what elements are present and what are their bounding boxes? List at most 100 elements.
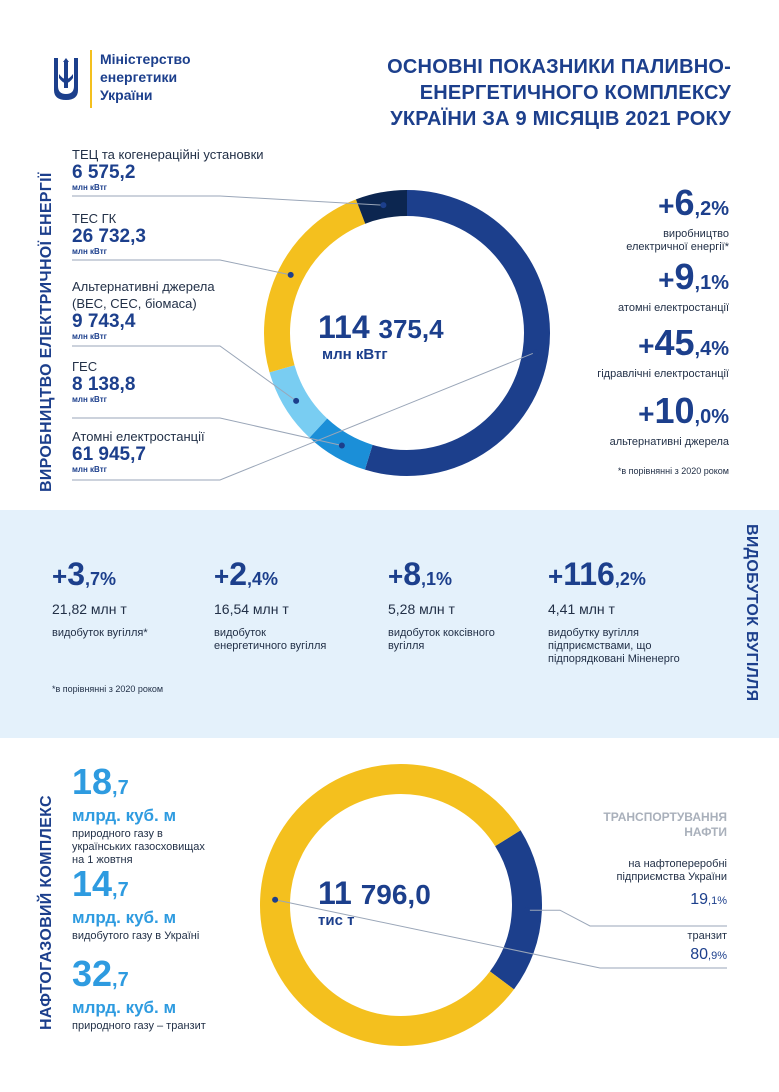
oil-integer: 80 (690, 946, 709, 963)
electricity-section-label: ВИРОБНИЦТВО ЕЛЕКТРИЧНОЇ ЕНЕРГІЇ (38, 172, 55, 492)
coal-label: вугілля (388, 640, 425, 652)
ministry-line: України (100, 87, 153, 103)
oil-label: транзит (687, 930, 727, 942)
oil-title-line: ТРАНСПОРТУВАННЯ (603, 810, 727, 824)
source-value: 8 138,8 (72, 374, 136, 395)
source-name: ТЕС ГК (72, 211, 117, 226)
total-unit: млн кВтг (322, 346, 388, 363)
coal-plus: + (52, 561, 68, 591)
gas-storage: 18,7 млрд. куб. м природного газу в укра… (72, 764, 205, 867)
slice-hydro (309, 418, 373, 470)
coal-integer: 116 (563, 556, 615, 592)
coal-section-background (0, 510, 779, 738)
oil-refinery: на нафтопереробні підприємства України 1… (617, 858, 727, 911)
growth-label: виробництво (663, 228, 729, 240)
slice-refinery (489, 830, 542, 990)
coal-item-energy: +2,4% 16,54 млн т видобуток енергетичног… (214, 556, 384, 653)
source-name: ТЕЦ та когенераційні установки (72, 147, 264, 162)
coal-value: 21,82 млн т (52, 601, 127, 617)
coal-item-total: +3,7% 21,82 млн т видобуток вугілля* (52, 556, 222, 640)
gas-transit: 32,7 млрд. куб. м природного газу – тран… (72, 956, 206, 1033)
coal-section-label: ВИДОБУТОК ВУГІЛЛЯ (743, 524, 760, 702)
growth-label: атомні електростанції (618, 302, 729, 314)
ministry-line: Міністерство (100, 51, 191, 67)
source-value: 6 575,2 (72, 162, 136, 183)
footnote: *в порівнянні з 2020 роком (52, 684, 164, 694)
growth-fraction: ,1% (694, 272, 729, 294)
coal-integer: 3 (67, 556, 85, 592)
oil-transit: транзит 80,9% (687, 930, 727, 966)
total-unit: тис т (318, 912, 355, 929)
source-unit: млн кВтг (72, 183, 107, 192)
source-unit: млн кВтг (72, 465, 107, 474)
growth-label: альтернативні джерела (609, 436, 729, 448)
footnote: *в порівнянні з 2020 роком (617, 466, 729, 476)
growth-hydro: +45,4% гідравлічні електростанції (597, 324, 729, 381)
source-tes: ТЕС ГК 26 732,3 млн кВтг (72, 210, 146, 257)
source-unit: млн кВтг (72, 247, 107, 256)
growth-integer: 9 (674, 256, 695, 297)
gas-label: українських газосховищах (72, 841, 205, 853)
source-hydro: ГЕС 8 138,8 млн кВтг (72, 358, 135, 405)
source-value: 61 945,7 (72, 444, 146, 465)
leader-line (72, 259, 291, 276)
coal-label: видобуток (214, 627, 266, 639)
gas-production: 14,7 млрд. куб. м видобутого газу в Укра… (72, 866, 199, 943)
growth-fraction: ,4% (694, 338, 729, 360)
slice-tec (355, 190, 408, 224)
ministry-line: енергетики (100, 69, 178, 85)
source-tec: ТЕЦ та когенераційні установки 6 575,2 м… (72, 146, 264, 193)
slice-alternative (269, 364, 328, 438)
oilgas-section-label: НАФТОГАЗОВИЙ КОМПЛЕКС (38, 795, 55, 1030)
growth-plus: + (658, 264, 675, 295)
growth-integer: 10 (654, 390, 695, 431)
coal-fraction: ,1% (420, 569, 453, 589)
title-line: ОСНОВНІ ПОКАЗНИКИ ПАЛИВНО- (387, 56, 731, 78)
coal-integer: 8 (403, 556, 421, 592)
oil-label: підприємства України (616, 871, 727, 883)
source-unit: млн кВтг (72, 395, 107, 404)
growth-integer: 45 (654, 322, 695, 363)
growth-nuclear: +9,1% атомні електростанції (618, 258, 729, 315)
gas-unit: млрд. куб. м (72, 806, 177, 825)
coal-fraction: ,2% (614, 569, 646, 589)
gas-integer: 32 (72, 953, 113, 994)
source-nuclear: Атомні електростанції 61 945,7 млн кВтг (72, 428, 205, 475)
gas-unit: млрд. куб. м (72, 998, 177, 1017)
growth-alternative: +10,0% альтернативні джерела (610, 392, 729, 449)
oil-total: 11 796,0 тис т (318, 876, 431, 929)
coal-label: підпорядковані Міненерго (548, 653, 680, 665)
total-integer: 114 (318, 309, 370, 345)
source-value: 9 743,4 (72, 311, 136, 332)
coal-plus: + (548, 561, 564, 591)
growth-label: електричної енергії* (626, 241, 729, 253)
coal-label: видобуток коксівного (388, 627, 495, 639)
source-name: Атомні електростанції (72, 429, 205, 444)
oil-title-line: НАФТИ (684, 825, 727, 839)
page-title: ОСНОВНІ ПОКАЗНИКИ ПАЛИВНО- ЕНЕРГЕТИЧНОГО… (301, 54, 731, 132)
logo-divider (90, 50, 92, 108)
coal-label: видобуток вугілля* (52, 627, 148, 639)
coal-value: 4,41 млн т (548, 601, 615, 617)
coal-value: 5,28 млн т (388, 601, 455, 617)
trident-emblem-icon (54, 58, 78, 100)
gas-unit: млрд. куб. м (72, 908, 177, 927)
coal-item-coking: +8,1% 5,28 млн т видобуток коксівного ву… (388, 556, 558, 653)
gas-label: природного газу – транзит (72, 1020, 206, 1032)
source-name-detail: (ВЕС, СЕС, біомаса) (72, 296, 197, 311)
gas-label: видобутого газу в Україні (72, 930, 200, 942)
oil-fraction: ,9% (708, 950, 727, 962)
coal-integer: 2 (229, 556, 247, 592)
coal-value: 16,54 млн т (214, 601, 289, 617)
total-fraction: 375,4 (378, 314, 444, 344)
oil-fraction: ,1% (708, 895, 727, 907)
coal-label: видобутку вугілля (548, 627, 639, 639)
coal-label: енергетичного вугілля (214, 640, 327, 652)
gas-integer: 14 (72, 863, 113, 904)
gas-integer: 18 (72, 761, 113, 802)
growth-plus: + (638, 330, 655, 361)
title-line: УКРАЇНИ ЗА 9 МІСЯЦІВ 2021 РОКУ (390, 108, 731, 130)
growth-label: гідравлічні електростанції (597, 368, 729, 380)
total-integer: 11 (318, 875, 352, 911)
growth-integer: 6 (674, 182, 695, 223)
